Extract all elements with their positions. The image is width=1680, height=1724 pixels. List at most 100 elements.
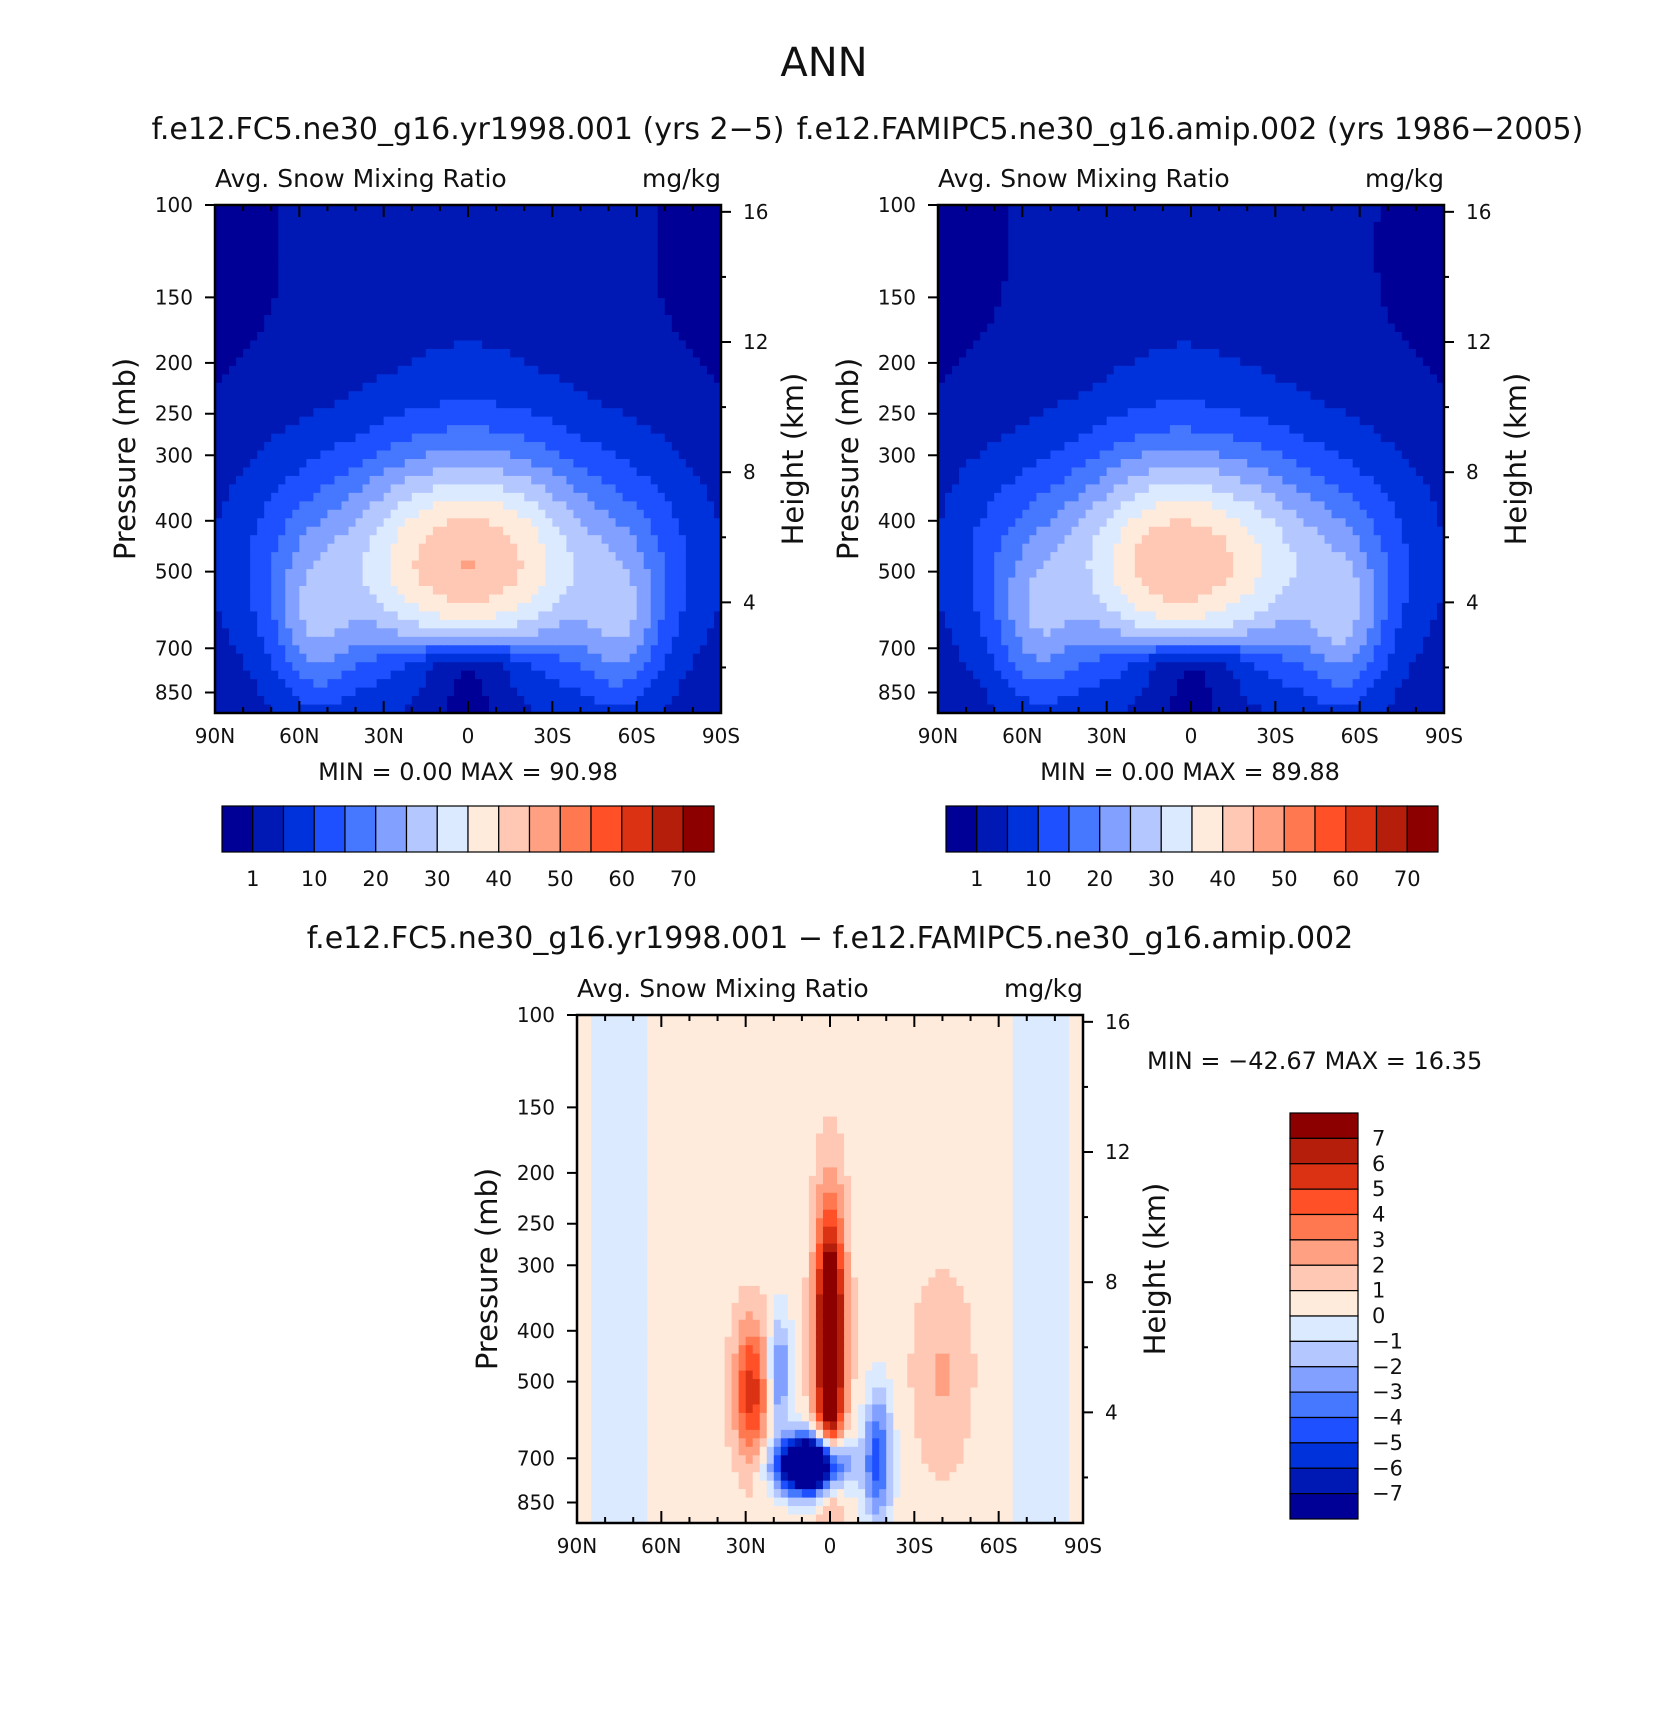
heatmap-cell	[264, 518, 272, 528]
heatmap-cell	[475, 602, 483, 612]
heatmap-cell	[678, 611, 687, 621]
heatmap-cell	[243, 653, 251, 663]
heatmap-cell	[503, 484, 511, 494]
heatmap-cell	[1401, 221, 1410, 231]
heatmap-cell	[580, 357, 589, 367]
heatmap-cell	[215, 374, 223, 384]
heatmap-cell	[236, 475, 244, 485]
heatmap-cell	[580, 399, 589, 409]
heatmap-cell	[594, 416, 603, 426]
heatmap-cell	[938, 221, 946, 231]
heatmap-cell	[573, 272, 582, 282]
heatmap-cell	[559, 577, 567, 587]
heatmap-cell	[250, 399, 258, 409]
heatmap-cell	[341, 348, 350, 358]
heatmap-cell	[664, 577, 673, 587]
heatmap-cell	[320, 509, 329, 519]
heatmap-cell	[425, 230, 434, 240]
heatmap-cell	[460, 238, 469, 248]
heatmap-cell	[636, 552, 645, 562]
heatmap-cell	[257, 467, 265, 477]
heatmap-cell	[517, 619, 525, 629]
heatmap-cell	[390, 238, 399, 248]
heatmap-cell	[503, 323, 511, 333]
heatmap-cell	[510, 238, 518, 248]
heatmap-cell	[510, 602, 518, 612]
heatmap-cell	[418, 636, 427, 646]
heatmap-cell	[713, 365, 722, 375]
heatmap-cell	[594, 560, 603, 570]
heatmap-cell	[264, 264, 272, 274]
heatmap-cell	[1219, 205, 1227, 215]
heatmap-cell	[517, 687, 525, 697]
heatmap-cell	[545, 399, 553, 409]
heatmap-cell	[566, 653, 575, 663]
heatmap-cell	[313, 348, 322, 358]
heatmap-cell	[411, 526, 420, 536]
heatmap-cell	[299, 272, 307, 282]
heatmap-cell	[699, 560, 708, 570]
heatmap-cell	[538, 205, 546, 215]
heatmap-cell	[545, 348, 553, 358]
heatmap-cell	[243, 205, 251, 215]
heatmap-cell	[432, 560, 441, 570]
heatmap-cell	[376, 238, 385, 248]
heatmap-cell	[313, 238, 322, 248]
heatmap-cell	[250, 611, 258, 621]
heatmap-cell	[531, 264, 539, 274]
heatmap-cell	[271, 205, 279, 215]
heatmap-cell	[320, 526, 329, 536]
heatmap-cell	[664, 543, 673, 553]
heatmap-cell	[531, 594, 539, 604]
heatmap-cell	[475, 569, 483, 579]
heatmap-cell	[706, 586, 715, 596]
heatmap-cell	[622, 230, 631, 240]
heatmap-cell	[383, 221, 392, 231]
heatmap-cell	[615, 594, 624, 604]
heatmap-cell	[355, 238, 364, 248]
heatmap-cell	[460, 416, 469, 426]
heatmap-cell	[468, 374, 476, 384]
heatmap-cell	[545, 535, 553, 545]
heatmap-cell	[482, 687, 490, 697]
heatmap-cell	[1078, 221, 1087, 231]
heatmap-cell	[411, 399, 420, 409]
heatmap-cell	[629, 670, 638, 680]
heatmap-cell	[692, 399, 701, 409]
heatmap-cell	[629, 382, 638, 392]
heatmap-cell	[460, 518, 469, 528]
heatmap-cell	[538, 645, 546, 655]
heatmap-cell	[538, 281, 546, 291]
heatmap-cell	[657, 315, 666, 325]
heatmap-cell	[468, 501, 476, 511]
heatmap-cell	[257, 298, 265, 308]
heatmap-cell	[664, 459, 673, 469]
heatmap-cell	[334, 518, 343, 528]
heatmap-cell	[215, 306, 223, 316]
heatmap-cell	[320, 569, 329, 579]
heatmap-cell	[1352, 238, 1361, 248]
heatmap-cell	[1324, 213, 1333, 223]
heatmap-cell	[636, 636, 645, 646]
heatmap-cell	[629, 289, 638, 299]
heatmap-cell	[285, 586, 293, 596]
heatmap-cell	[271, 653, 279, 663]
heatmap-cell	[1331, 238, 1340, 248]
heatmap-cell	[685, 450, 694, 460]
heatmap-cell	[1148, 205, 1157, 215]
heatmap-cell	[524, 230, 532, 240]
heatmap-cell	[468, 365, 476, 375]
heatmap-cell	[425, 645, 434, 655]
heatmap-cell	[383, 247, 392, 257]
heatmap-cell	[1212, 221, 1220, 231]
heatmap-cell	[334, 552, 343, 562]
heatmap-cell	[362, 433, 371, 443]
heatmap-cell	[510, 645, 518, 655]
heatmap-cell	[397, 289, 406, 299]
heatmap-cell	[453, 399, 462, 409]
heatmap-cell	[657, 306, 666, 316]
heatmap-cell	[1183, 205, 1192, 215]
heatmap-cell	[334, 323, 343, 333]
heatmap-cell	[510, 247, 518, 257]
heatmap-cell	[250, 357, 258, 367]
